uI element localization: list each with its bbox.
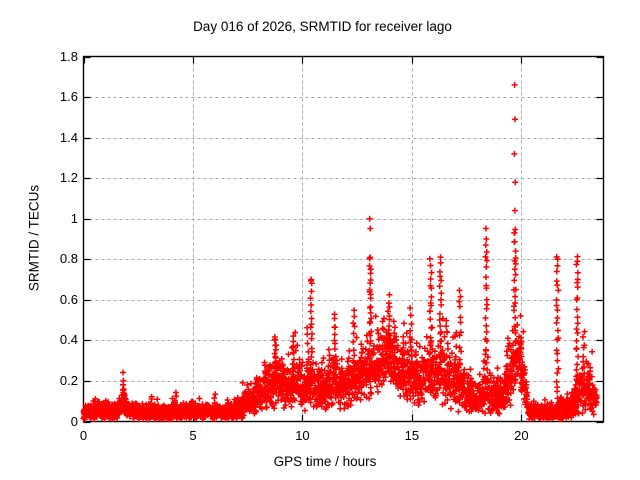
- y-tick-label: 1: [70, 210, 78, 226]
- y-axis-label: SRMTID / TECUs: [26, 184, 42, 292]
- y-tick-label: 1.6: [59, 89, 78, 105]
- x-axis-label: GPS time / hours: [273, 454, 377, 469]
- y-tick-label: 0.8: [59, 251, 78, 267]
- x-tick-label: 20: [514, 428, 529, 443]
- x-tick-label: 5: [189, 428, 197, 443]
- y-tick-label: 0.4: [59, 332, 78, 348]
- x-tick-label: 0: [79, 428, 88, 443]
- x-tick-label: 10: [295, 428, 310, 443]
- y-tick-label: 0.6: [59, 291, 78, 307]
- y-tick-label: 0.2: [59, 372, 78, 388]
- y-tick-label: 1.4: [59, 129, 78, 145]
- y-tick-label: 1.8: [59, 48, 78, 64]
- y-tick-label: 0: [70, 413, 78, 429]
- x-tick-label: 15: [404, 428, 420, 443]
- y-tick-label: 1.2: [59, 170, 78, 186]
- chart-title: Day 016 of 2026, SRMTID for receiver lag…: [193, 19, 452, 34]
